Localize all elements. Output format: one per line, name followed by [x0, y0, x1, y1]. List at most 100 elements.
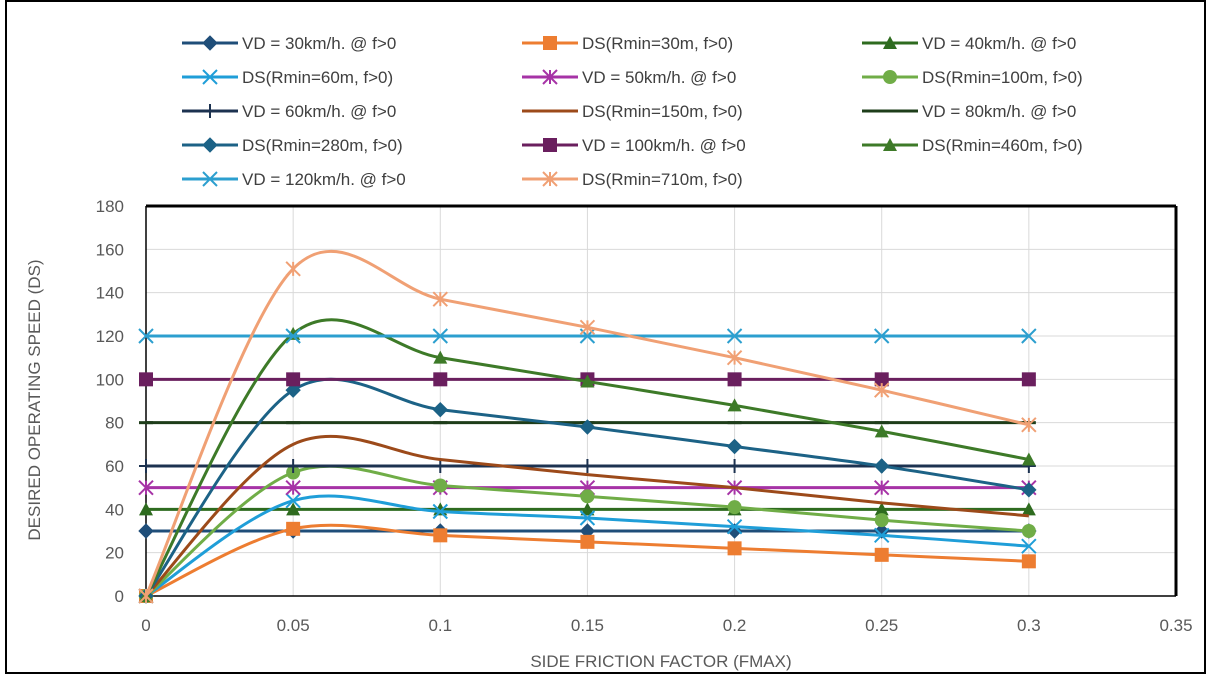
data-point	[285, 261, 301, 277]
data-point	[874, 547, 889, 562]
legend-item: VD = 40km/h. @ f>0	[862, 34, 1076, 53]
data-point	[726, 518, 743, 535]
legend-item: VD = 60km/h. @ f>0	[182, 102, 396, 121]
legend-item: DS(Rmin=150m, f>0)	[522, 102, 743, 121]
legend-label: DS(Rmin=30m, f>0)	[582, 34, 733, 53]
y-tick-label: 120	[96, 327, 124, 346]
y-tick-label: 180	[96, 197, 124, 216]
legend-swatch-marker	[203, 104, 217, 118]
data-point	[432, 401, 448, 418]
data-point	[432, 291, 448, 307]
legend-label: VD = 60km/h. @ f>0	[242, 102, 396, 121]
data-point	[726, 328, 743, 344]
data-point	[579, 319, 596, 336]
y-tick-label: 20	[105, 544, 124, 563]
x-tick-label: 0.05	[277, 616, 310, 635]
y-axis-title: DESIRED OPERATING SPEED (DS)	[25, 259, 44, 540]
legend-item: DS(Rmin=460m, f>0)	[862, 136, 1083, 155]
x-tick-label: 0.3	[1017, 616, 1041, 635]
legend-item: VD = 80km/h. @ f>0	[862, 102, 1076, 121]
legend-label: DS(Rmin=460m, f>0)	[922, 136, 1083, 155]
data-point	[874, 502, 889, 516]
data-point	[1021, 482, 1037, 498]
data-point	[286, 521, 301, 536]
legend-label: VD = 40km/h. @ f>0	[922, 34, 1076, 53]
data-point	[874, 527, 890, 544]
data-point	[727, 398, 742, 412]
legend-label: VD = 100km/h. @ f>0	[582, 136, 746, 155]
y-tick-label: 80	[105, 414, 124, 433]
data-point	[286, 459, 301, 473]
series-9	[138, 377, 1037, 604]
data-point	[580, 502, 595, 516]
data-point	[727, 500, 742, 515]
data-point	[874, 479, 890, 496]
data-point	[580, 534, 595, 549]
data-point	[1021, 524, 1036, 538]
data-point	[580, 489, 595, 504]
data-point	[286, 502, 301, 516]
legend-swatch-marker	[543, 36, 557, 50]
legend-label: DS(Rmin=710m, f>0)	[582, 170, 743, 189]
data-point	[432, 503, 448, 520]
data-point	[579, 419, 596, 435]
data-point	[1021, 538, 1037, 554]
legend-item: VD = 100km/h. @ f>0	[522, 136, 746, 155]
data-point	[285, 479, 301, 496]
data-point	[433, 372, 448, 387]
data-point	[433, 478, 448, 493]
data-point	[580, 459, 595, 473]
y-tick-label: 40	[105, 500, 124, 519]
data-point	[874, 328, 890, 344]
legend-swatch-marker	[542, 69, 558, 85]
legend-item: DS(Rmin=280m, f>0)	[182, 136, 403, 155]
series-line	[144, 249, 1030, 597]
x-axis-title: SIDE FRICTION FACTOR (FMAX)	[530, 652, 791, 671]
data-point	[874, 382, 890, 398]
series-line	[144, 434, 1029, 598]
legend-label: VD = 80km/h. @ f>0	[922, 102, 1076, 121]
data-point	[874, 458, 890, 474]
data-point	[433, 528, 448, 543]
y-tick-label: 140	[96, 284, 124, 303]
data-point	[432, 328, 448, 344]
legend-item: DS(Rmin=710m, f>0)	[522, 170, 743, 189]
data-point	[1021, 502, 1036, 516]
legend-label: VD = 30km/h. @ f>0	[242, 34, 396, 53]
x-tick-label: 0.1	[428, 616, 452, 635]
legend-label: VD = 120km/h. @ f>0	[242, 170, 406, 189]
y-tick-label: 60	[105, 457, 124, 476]
legend-swatch-marker	[202, 35, 218, 51]
data-point	[138, 523, 154, 539]
legend-item: DS(Rmin=60m, f>0)	[182, 68, 393, 87]
data-point	[1021, 328, 1037, 344]
legend-label: VD = 50km/h. @ f>0	[582, 68, 736, 87]
data-point	[285, 328, 301, 344]
legend-swatch-marker	[542, 171, 558, 187]
legend-item: DS(Rmin=30m, f>0)	[522, 34, 733, 53]
series-7	[144, 434, 1029, 598]
legend-swatch-marker	[543, 138, 557, 152]
legend-swatch-marker	[202, 171, 218, 187]
x-tick-label: 0.35	[1159, 616, 1192, 635]
data-point	[726, 438, 743, 455]
data-point	[1021, 554, 1036, 569]
series-12	[138, 328, 1037, 344]
legend-swatch-marker	[202, 137, 218, 153]
legend-label: DS(Rmin=60m, f>0)	[242, 68, 393, 87]
data-point	[1021, 372, 1036, 387]
data-point	[139, 372, 153, 387]
y-tick-label: 160	[96, 240, 124, 259]
data-point	[285, 492, 301, 509]
data-point	[874, 513, 889, 528]
data-point	[727, 541, 742, 556]
data-point	[285, 382, 301, 398]
legend-item: DS(Rmin=100m, f>0)	[862, 68, 1083, 87]
legend-swatch-marker	[202, 69, 218, 85]
x-tick-label: 0	[141, 616, 150, 635]
data-point	[1021, 417, 1037, 433]
data-point	[139, 459, 153, 473]
data-point	[138, 328, 154, 344]
